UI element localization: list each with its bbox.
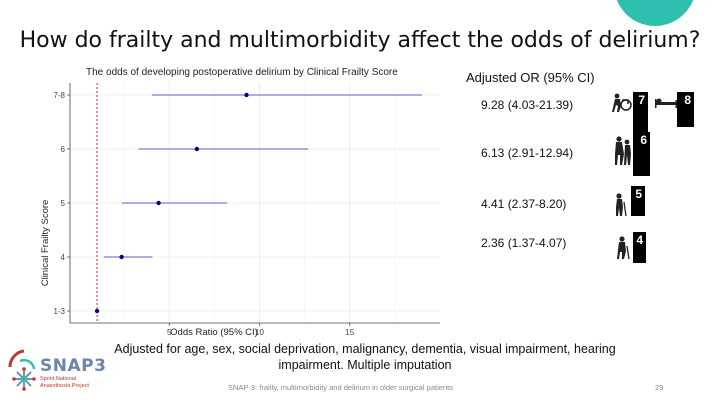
decorative-teal-circle <box>614 0 696 26</box>
estimate-point-7-8 <box>244 92 249 98</box>
frailty-figure-5-icon <box>616 193 627 217</box>
y-tick-label: 5 <box>61 199 66 208</box>
estimate-point-6 <box>194 146 200 152</box>
y-axis-label: Clinical Frailty Score <box>40 200 51 287</box>
y-axis: 1-3 4 5 6 7-8 <box>53 83 71 323</box>
frailty-figure-8-icon <box>655 98 677 108</box>
page-number: 29 <box>655 383 664 392</box>
chart-marks <box>94 83 422 323</box>
or-value-7-8: 9.28 (4.03-21.39) <box>481 98 574 112</box>
cfs-badge-4: 4 <box>633 232 646 263</box>
or-value-4: 2.36 (1.37-4.07) <box>481 236 567 250</box>
cfs-badge-8: 8 <box>677 92 694 127</box>
x-tick-label: 15 <box>345 328 354 337</box>
or-value-5: 4.41 (2.37-8.20) <box>481 197 567 211</box>
y-tick-label: 1-3 <box>53 307 65 316</box>
slide-title: How do frailty and multimorbidity affect… <box>19 28 701 53</box>
x-axis-label: Odds Ratio (95% CI) <box>170 327 258 338</box>
footer-text: SNAP-3: frailty, multimorbidity and deli… <box>228 383 453 392</box>
estimate-point-1-3 <box>94 308 100 314</box>
estimate-point-4 <box>119 254 124 260</box>
logo-text: SNAP3 <box>40 356 107 376</box>
snap3-logo-icon <box>8 349 36 391</box>
cfs-badge-6: 6 <box>633 132 650 176</box>
y-tick-label: 6 <box>61 145 66 154</box>
x-axis: 5 10 15 <box>70 322 440 337</box>
x-tick-label: 10 <box>255 328 264 337</box>
frailty-figure-6-icon <box>615 136 631 165</box>
y-tick-label: 7-8 <box>53 91 65 100</box>
forest-plot-chart: The odds of developing postoperative del… <box>40 67 440 338</box>
cfs-badge-7: 7 <box>633 92 648 144</box>
y-tick-label: 4 <box>61 253 66 262</box>
logo-subtitle: Sprint National Anaesthesia Project <box>40 376 89 389</box>
or-value-6: 6.13 (2.91-12.94) <box>481 146 574 160</box>
frailty-figure-4-icon <box>617 236 630 260</box>
x-tick-label: 5 <box>167 328 172 337</box>
adjustment-footnote: Adjusted for age, sex, social deprivatio… <box>114 342 616 372</box>
frailty-figure-7-icon <box>612 93 632 112</box>
cfs-badge-5: 5 <box>631 186 645 216</box>
or-header: Adjusted OR (95% CI) <box>466 70 595 85</box>
estimate-point-5 <box>156 200 161 206</box>
chart-title: The odds of developing postoperative del… <box>86 67 398 78</box>
